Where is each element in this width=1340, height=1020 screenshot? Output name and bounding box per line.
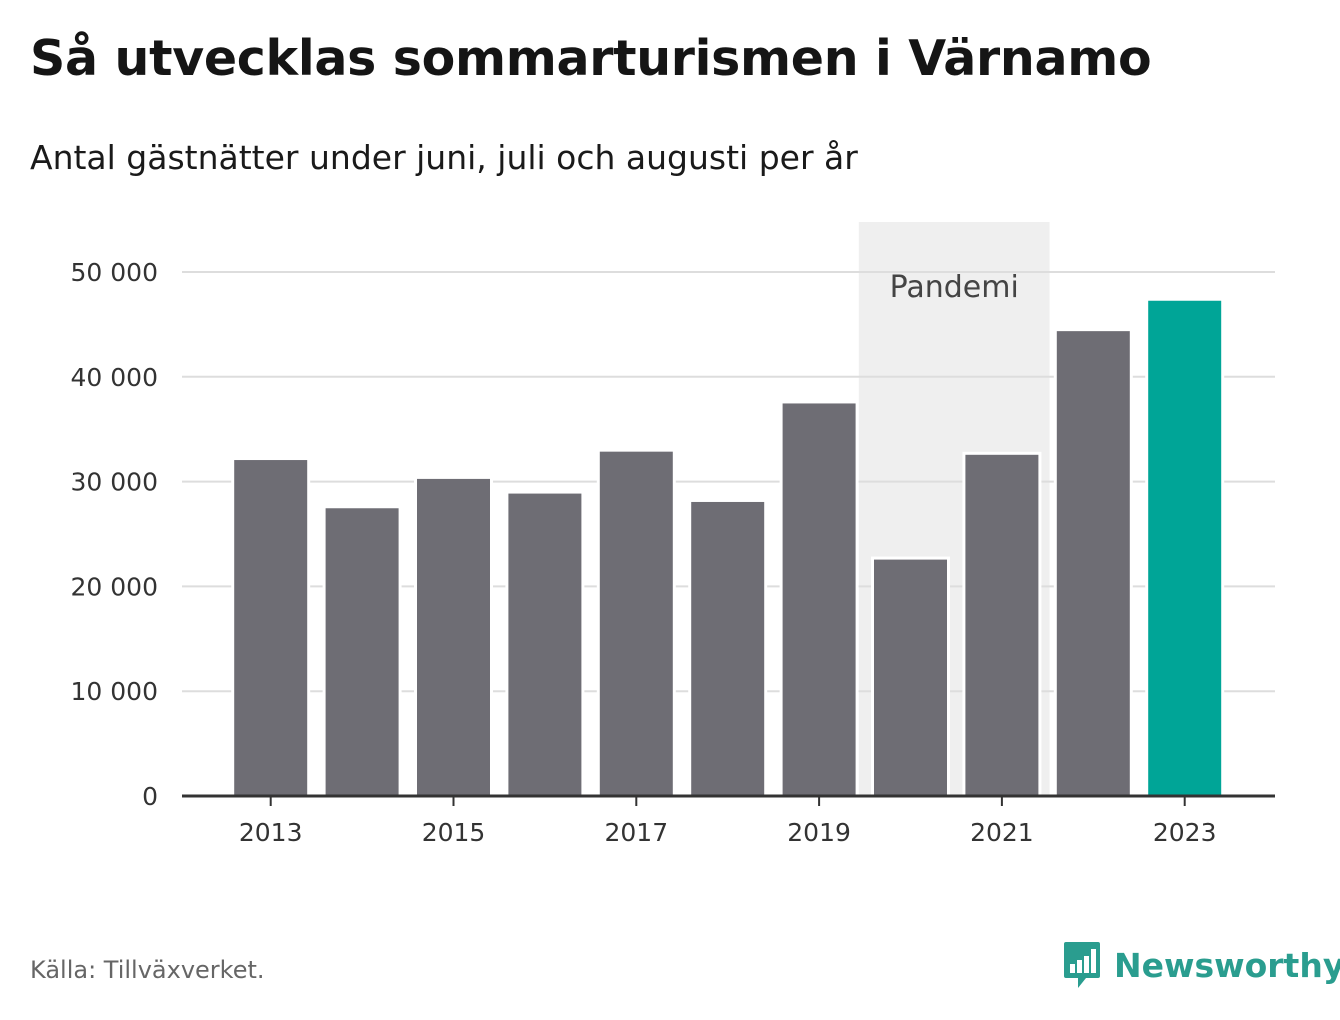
pandemic-label: Pandemi [890,270,1019,305]
source-note: Källa: Tillväxverket. [30,956,265,984]
y-tick-label: 50 000 [71,258,158,287]
bar-2023 [1145,297,1225,798]
bar-2017 [596,448,676,798]
chart-title: Så utvecklas sommarturismen i Värnamo [30,30,1152,87]
brand-name: Newsworthy [1114,945,1340,985]
y-tick-label: 0 [142,782,158,811]
bar-2015 [414,475,493,798]
bar-2014 [322,505,402,798]
brand-logo: Newsworthy [1062,940,1340,990]
x-tick-label: 2019 [787,818,851,847]
bar-2018 [688,498,768,798]
bar-2022 [1053,328,1133,798]
x-tick-label: 2013 [239,818,303,847]
bar-chart: Pandemi 0 10 000 20 000 30 000 40 000 50 000 20… [71,222,1275,847]
x-tick-label: 2015 [422,818,486,847]
x-tick-label: 2021 [970,818,1034,847]
bar-2020 [871,556,950,798]
bar-2021 [962,451,1042,798]
y-tick-label: 30 000 [71,468,158,497]
bar-2019 [779,400,859,798]
x-tick-label: 2017 [604,818,668,847]
x-tick-label: 2023 [1153,818,1217,847]
y-tick-label: 40 000 [71,363,158,392]
chart-subtitle: Antal gästnätter under juni, juli och au… [30,138,858,177]
y-tick-label: 20 000 [71,572,158,601]
bar-2013 [231,457,311,798]
newsworthy-logo-icon [1064,942,1100,988]
y-tick-label: 10 000 [71,677,158,706]
bar-2016 [505,490,585,798]
